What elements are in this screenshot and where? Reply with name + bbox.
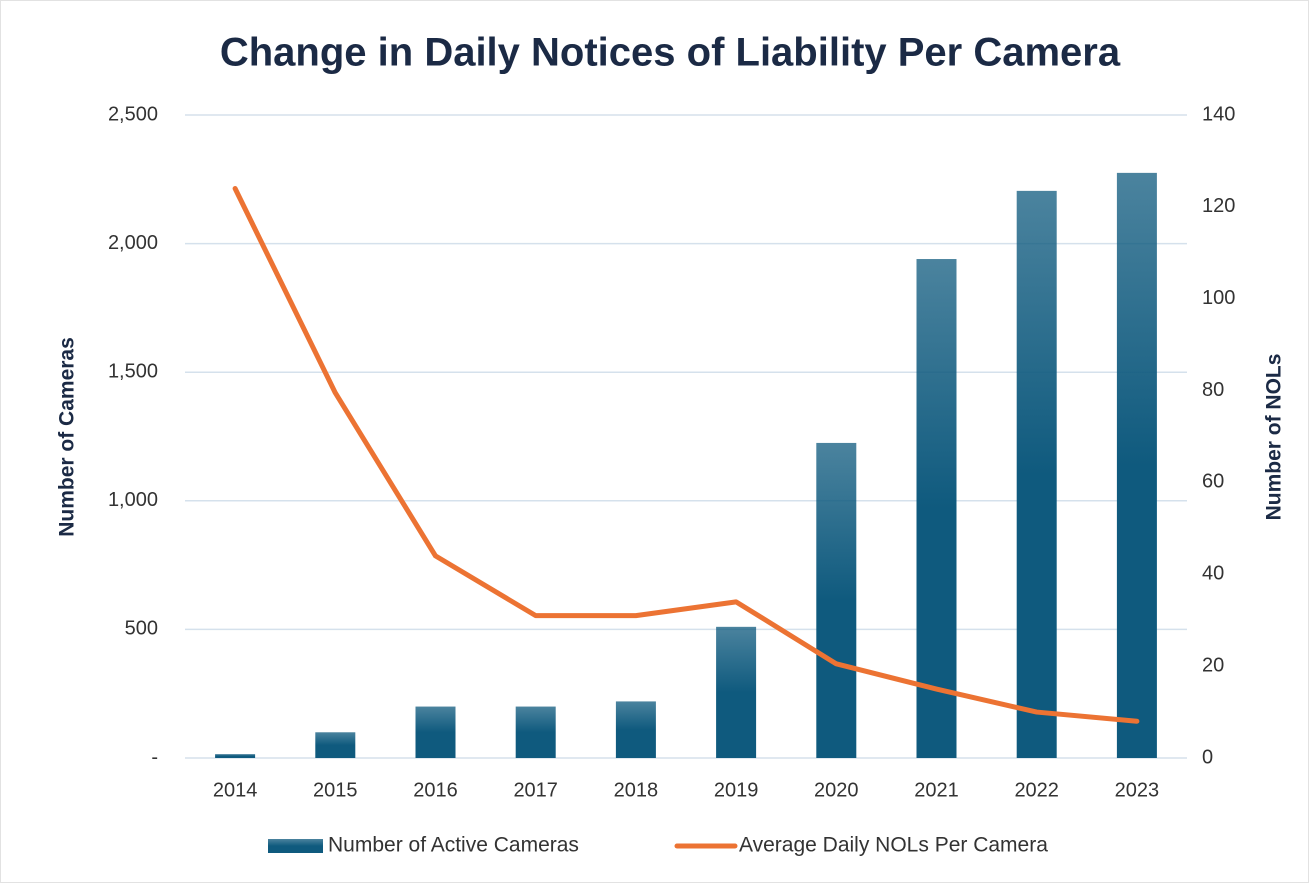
y-tick-label: 2,000 [108,232,158,254]
bar [1016,190,1057,758]
x-tick-label: 2014 [213,779,258,801]
bar [816,442,857,758]
legend-label: Average Daily NOLs Per Camera [739,834,1048,857]
x-tick-label: 2017 [513,779,558,801]
x-tick-label: 2020 [814,779,859,801]
bar [315,732,356,758]
y2-tick-label: 60 [1202,471,1224,493]
y2-tick-label: 100 [1202,287,1235,309]
bar [615,701,656,758]
y-tick-label: 1,000 [108,489,158,511]
x-tick-label: 2022 [1014,779,1059,801]
x-tick-label: 2019 [714,779,759,801]
y2-tick-label: 80 [1202,379,1224,401]
y2-tick-label: 40 [1202,563,1224,585]
y2-axis-title: Number of NOLs [1263,354,1286,521]
bar [515,706,556,758]
y-tick-label: - [151,746,158,768]
y2-tick-label: 140 [1202,103,1235,125]
x-tick-label: 2015 [313,779,358,801]
y2-tick-label: 120 [1202,195,1235,217]
bar [716,626,757,758]
x-tick-label: 2016 [413,779,458,801]
y-tick-label: 500 [125,618,158,640]
bar [215,754,256,758]
bar [916,259,957,758]
y-axis-title: Number of Cameras [56,337,79,537]
bar [415,706,456,758]
y2-tick-label: 0 [1202,746,1213,768]
legend-swatch [268,839,323,853]
y-tick-label: 2,500 [108,103,158,125]
bar [1116,172,1157,758]
chart-title: Change in Daily Notices of Liability Per… [220,31,1121,75]
legend-label: Number of Active Cameras [328,834,579,857]
line [232,185,1140,724]
x-tick-label: 2018 [614,779,659,801]
y2-tick-label: 20 [1202,654,1224,676]
x-tick-label: 2021 [914,779,959,801]
y-tick-label: 1,500 [108,360,158,382]
x-tick-label: 2023 [1115,779,1160,801]
